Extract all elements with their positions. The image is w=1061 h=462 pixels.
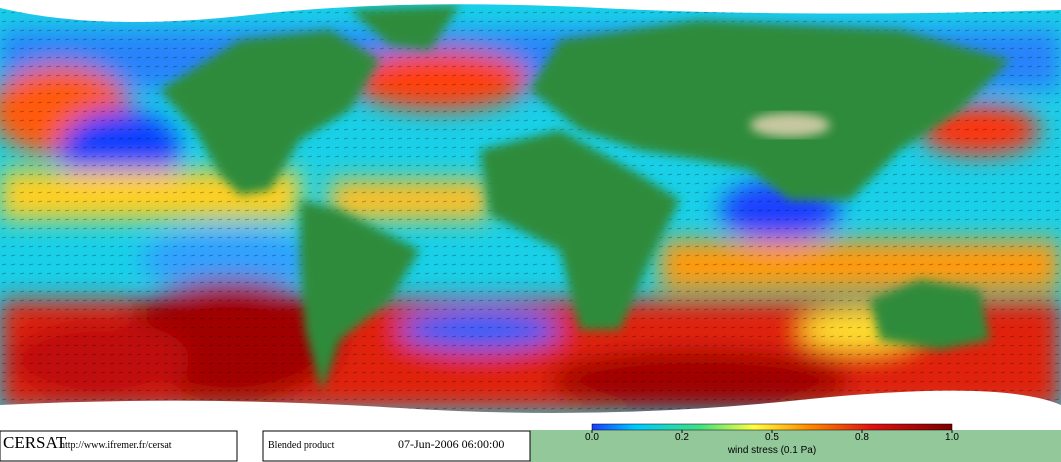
footer: CERSAT http://www.ifremer.fr/cersat Blen… xyxy=(0,430,531,462)
land xyxy=(160,5,1010,392)
plateau xyxy=(750,113,830,137)
colorbar-tick-label: 0.5 xyxy=(765,432,779,443)
logo-box xyxy=(0,430,238,462)
colorbar-tick-label: 0.2 xyxy=(675,432,689,443)
colorbar-tick-label: 0.8 xyxy=(855,432,869,443)
colorbar-label: wind stress (0.1 Pa) xyxy=(727,445,816,456)
datetime: 07-Jun-2006 06:00:00 xyxy=(398,437,504,451)
colorbar-ramp xyxy=(591,423,953,431)
colorbar: wind stress (0.1 Pa) 0.0 0.2 0.5 0.8 1.0 xyxy=(585,423,959,456)
info-box xyxy=(262,430,531,462)
colorbar-tick-label: 0.0 xyxy=(585,432,599,443)
url: http://www.ifremer.fr/cersat xyxy=(60,440,172,451)
arctic xyxy=(0,0,1061,23)
colorbar-tick-label: 1.0 xyxy=(945,432,959,443)
product: Blended product xyxy=(268,440,335,451)
land-strip xyxy=(530,430,1061,462)
logo: CERSAT xyxy=(3,433,67,452)
